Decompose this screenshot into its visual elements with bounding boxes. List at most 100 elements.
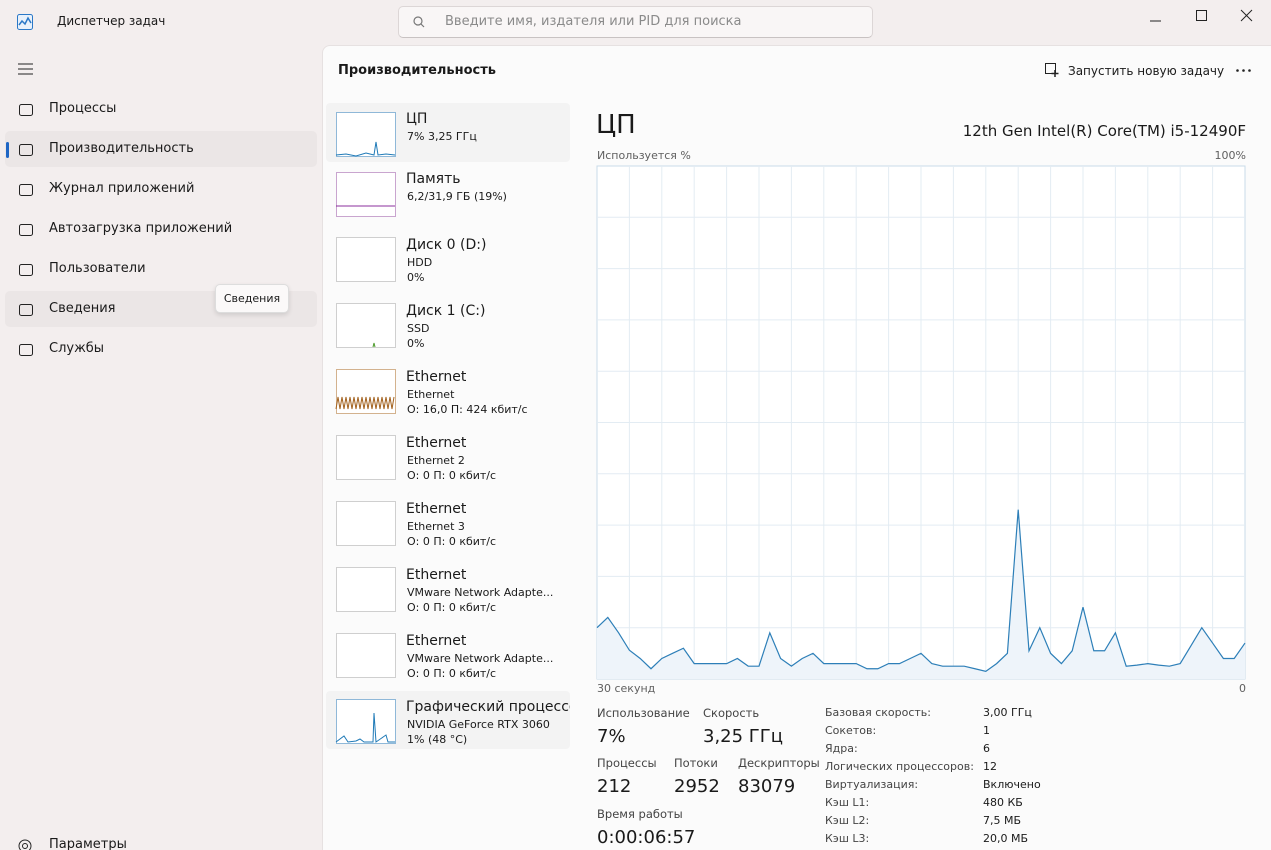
nav-icon <box>19 184 33 196</box>
device-detail: 6,2/31,9 ГБ (19%) <box>407 190 507 203</box>
thumbnail-sparkline <box>372 342 376 348</box>
nav-icon-shape <box>19 104 33 116</box>
nav-item[interactable]: Службы <box>49 341 105 356</box>
device-detail: 7% 3,25 ГГц <box>407 130 477 143</box>
device-name: Ethernet <box>406 369 467 385</box>
stat-label: Потоки <box>674 756 718 770</box>
device-name: Ethernet <box>406 633 467 649</box>
stat-value: 3,25 ГГц <box>703 726 784 747</box>
nav-item[interactable]: Пользователи <box>49 261 146 276</box>
device-detail: Ethernet 3 <box>407 520 465 533</box>
menu-button[interactable] <box>18 63 33 75</box>
device-name: Диск 0 (D:) <box>406 237 487 253</box>
device-name: Ethernet <box>406 567 467 583</box>
device-detail: VMware Network Adapte... <box>407 652 554 665</box>
stat-value: 83079 <box>738 776 796 797</box>
spec-value: 3,00 ГГц <box>983 706 1032 719</box>
thumbnail-frame <box>336 435 396 480</box>
graph-area <box>597 509 1245 679</box>
thumbnail-frame <box>336 567 396 612</box>
thumbnail-frame <box>336 699 396 744</box>
run-task-button[interactable]: Запустить новую задачу <box>1068 64 1225 78</box>
thumbnail-frame <box>336 303 396 348</box>
thumbnail-sparkline <box>335 396 395 410</box>
nav-item[interactable]: Автозагрузка приложений <box>49 221 233 236</box>
stat-label: Процессы <box>597 756 657 770</box>
nav-item[interactable]: Производительность <box>49 141 194 156</box>
nav-icon-shape <box>19 344 33 356</box>
cpu-title: ЦП <box>596 110 636 140</box>
device-detail: О: 0 П: 0 кбит/с <box>407 601 497 614</box>
nav-icon-shape <box>19 144 33 156</box>
window-title: Диспетчер задач <box>57 14 166 28</box>
run-task-icon <box>1045 63 1059 77</box>
nav-icon-shape <box>19 184 33 196</box>
nav-item[interactable]: Сведения <box>49 301 116 316</box>
search-icon <box>413 16 425 28</box>
device-thumbnail <box>335 699 396 744</box>
cpu-model: 12th Gen Intel(R) Core(TM) i5-12490F <box>962 122 1246 140</box>
stat-value: 7% <box>597 726 626 747</box>
cpu-usage-line <box>596 509 1246 672</box>
device-detail: Ethernet <box>407 388 455 401</box>
spec-value: 480 КБ <box>983 796 1023 809</box>
thumbnail-frame <box>336 112 396 157</box>
minimize-button[interactable] <box>1150 15 1162 27</box>
cpu-graph <box>596 165 1246 680</box>
device-detail: HDD <box>407 256 433 269</box>
device-detail: 1% (48 °C) <box>407 733 468 746</box>
nav-icon <box>19 224 33 236</box>
settings-link[interactable]: Параметры <box>49 837 127 850</box>
nav-selected-bg <box>5 131 317 167</box>
thumbnail-frame <box>336 172 396 217</box>
device-thumbnail <box>336 237 396 282</box>
nav-indicator <box>6 142 9 158</box>
spec-key: Сокетов: <box>825 724 877 737</box>
device-thumbnail <box>336 435 396 480</box>
device-thumbnail <box>336 303 396 348</box>
device-thumbnail <box>336 567 396 612</box>
stat-value: 0:00:06:57 <box>597 827 696 848</box>
stat-value: 2952 <box>674 776 720 797</box>
nav-item[interactable]: Процессы <box>49 101 117 116</box>
settings-icon <box>18 839 32 850</box>
thumbnail-sparkline <box>335 712 395 743</box>
stat-label: Скорость <box>703 706 760 720</box>
thumbnail-sparkline <box>335 141 396 157</box>
more-button[interactable] <box>1236 69 1252 73</box>
spec-key: Кэш L3: <box>825 832 870 845</box>
device-detail: 0% <box>407 337 425 350</box>
thumbnail-frame <box>336 501 396 546</box>
maximize-button[interactable] <box>1196 10 1207 21</box>
nav-icon <box>19 304 33 316</box>
nav-icon-shape <box>19 304 33 316</box>
nav-icon <box>19 264 33 276</box>
device-thumbnail <box>336 172 396 217</box>
search-placeholder: Введите имя, издателя или PID для поиска <box>445 14 742 29</box>
thumbnail-frame <box>336 369 396 414</box>
spec-value: 7,5 МБ <box>983 814 1022 827</box>
spec-key: Кэш L2: <box>825 814 870 827</box>
app-icon <box>17 14 33 30</box>
page-title: Производительность <box>338 63 497 78</box>
graph-x-label-right: 0 <box>1239 682 1246 695</box>
search-box[interactable]: Введите имя, издателя или PID для поиска <box>398 6 873 38</box>
device-detail: О: 0 П: 0 кбит/с <box>407 667 497 680</box>
device-thumbnail <box>336 501 396 546</box>
stat-label: Время работы <box>597 807 683 821</box>
nav-item[interactable]: Журнал приложений <box>49 181 195 196</box>
device-name: Ethernet <box>406 435 467 451</box>
thumbnail-frame <box>336 237 396 282</box>
spec-value: 20,0 МБ <box>983 832 1029 845</box>
spec-value: 12 <box>983 760 997 773</box>
device-name: ЦП <box>406 111 428 127</box>
spec-value: 1 <box>983 724 990 737</box>
spec-key: Ядра: <box>825 742 858 755</box>
device-thumbnail <box>335 369 396 414</box>
device-detail: Ethernet 2 <box>407 454 465 467</box>
close-button[interactable] <box>1240 9 1253 22</box>
stat-label: Использование <box>597 706 690 720</box>
device-thumbnail <box>336 633 396 678</box>
device-detail: О: 0 П: 0 кбит/с <box>407 469 497 482</box>
